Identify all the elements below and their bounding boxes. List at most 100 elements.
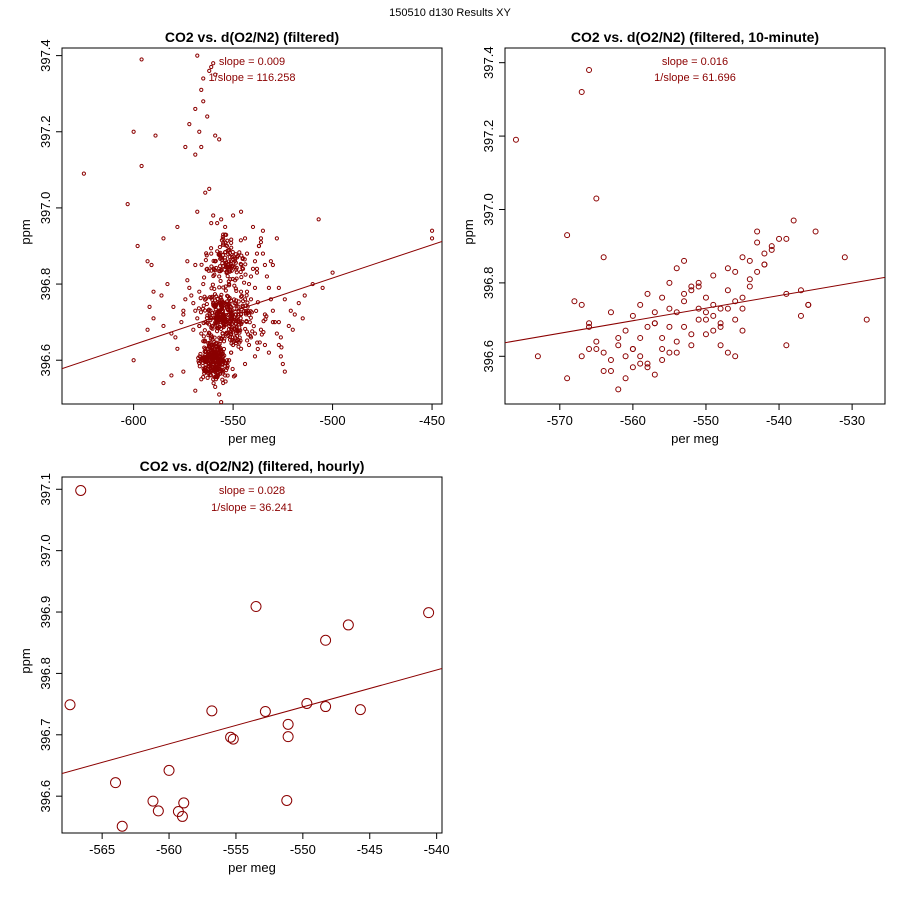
data-point	[208, 373, 214, 378]
x-tick-label: -450	[419, 413, 445, 428]
data-point	[149, 262, 154, 268]
data-point	[651, 320, 658, 327]
data-point	[564, 232, 571, 239]
data-point	[238, 346, 244, 351]
data-point	[131, 129, 136, 134]
data-point	[224, 368, 229, 373]
data-point	[245, 300, 250, 305]
data-point	[198, 296, 203, 301]
data-point	[252, 354, 258, 359]
data-point	[193, 388, 198, 393]
data-point	[206, 333, 211, 338]
data-point	[195, 316, 200, 321]
data-point	[228, 298, 234, 303]
data-point	[300, 316, 305, 321]
data-point	[139, 57, 144, 62]
data-point	[270, 262, 275, 268]
data-point	[600, 367, 607, 374]
data-point	[209, 294, 215, 299]
data-point	[234, 265, 239, 270]
data-point	[260, 228, 266, 233]
data-point	[236, 304, 241, 309]
y-tick-label: 396.8	[481, 267, 496, 300]
data-point	[226, 252, 231, 257]
data-point	[220, 357, 225, 362]
data-point	[195, 53, 200, 58]
data-point	[259, 705, 271, 717]
data-point	[564, 375, 571, 382]
data-point	[223, 288, 228, 293]
data-point	[761, 250, 768, 257]
data-point	[125, 202, 130, 207]
data-point	[644, 323, 651, 330]
data-point	[270, 320, 275, 325]
data-point	[250, 601, 262, 613]
data-point	[220, 253, 225, 258]
data-point	[246, 308, 251, 314]
data-point	[223, 264, 228, 270]
data-point	[217, 335, 222, 340]
data-point	[178, 797, 190, 809]
data-point	[197, 364, 202, 369]
data-point	[429, 228, 435, 233]
data-point	[228, 316, 233, 321]
data-point	[218, 278, 223, 284]
data-point	[320, 285, 325, 290]
data-point	[209, 221, 214, 226]
data-point	[688, 283, 695, 290]
data-point	[246, 342, 252, 348]
data-point	[199, 262, 204, 267]
data-point	[279, 345, 284, 350]
data-point	[225, 270, 230, 275]
data-point	[320, 701, 332, 713]
data-point	[193, 106, 198, 112]
data-point	[225, 373, 230, 378]
data-point	[221, 312, 226, 317]
data-point	[316, 217, 321, 222]
data-point	[153, 133, 158, 138]
data-point	[257, 340, 262, 345]
data-point	[212, 292, 218, 297]
data-point	[209, 264, 214, 269]
data-point	[224, 232, 229, 237]
data-point	[225, 307, 230, 313]
data-point	[615, 386, 622, 393]
data-point	[637, 360, 644, 367]
data-point	[783, 342, 790, 349]
data-point	[282, 369, 287, 374]
data-point	[229, 237, 234, 242]
data-point	[151, 316, 156, 321]
regression-line	[505, 276, 885, 344]
data-point	[217, 285, 222, 290]
data-point	[240, 299, 246, 304]
data-point	[226, 261, 231, 267]
data-point	[578, 353, 585, 360]
data-point	[812, 228, 819, 235]
data-point	[239, 274, 244, 280]
data-point	[245, 304, 250, 309]
y-axis-label: ppm	[461, 219, 476, 244]
data-point	[586, 320, 593, 327]
data-point	[206, 322, 212, 327]
data-point	[429, 236, 435, 241]
data-point	[320, 634, 332, 646]
data-point	[208, 308, 213, 313]
data-point	[244, 293, 249, 298]
data-point	[221, 339, 227, 344]
data-point	[754, 228, 761, 235]
data-point	[228, 277, 233, 282]
data-point	[221, 236, 226, 241]
data-point	[259, 332, 264, 337]
data-point	[222, 250, 228, 255]
data-point	[268, 297, 274, 302]
chart-panel-10-minute: CO2 vs. d(O2/N2) (filtered, 10-minute) s…	[461, 29, 886, 446]
data-point	[201, 275, 207, 280]
data-point	[571, 298, 578, 305]
data-point	[202, 328, 207, 333]
data-point	[629, 312, 636, 319]
data-point	[201, 99, 206, 104]
data-point	[607, 309, 614, 316]
data-point	[310, 281, 315, 287]
x-tick-label: -550	[290, 842, 316, 857]
data-point	[262, 262, 268, 268]
